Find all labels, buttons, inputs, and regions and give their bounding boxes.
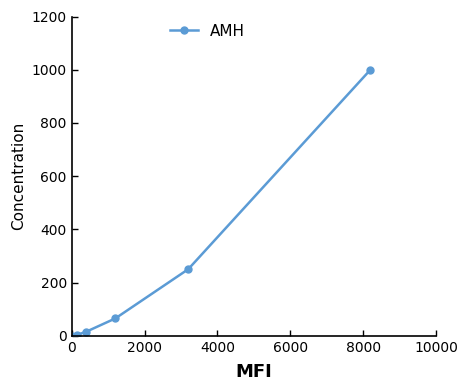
X-axis label: MFI: MFI xyxy=(235,363,272,381)
AMH xyxy=(113,316,118,321)
Line: AMH: AMH xyxy=(68,66,374,339)
AMH xyxy=(74,332,80,337)
AMH xyxy=(368,67,373,72)
AMH xyxy=(69,333,75,338)
Legend: AMH: AMH xyxy=(170,24,245,39)
AMH xyxy=(83,329,89,334)
AMH xyxy=(185,267,191,272)
Y-axis label: Concentration: Concentration xyxy=(11,122,26,230)
